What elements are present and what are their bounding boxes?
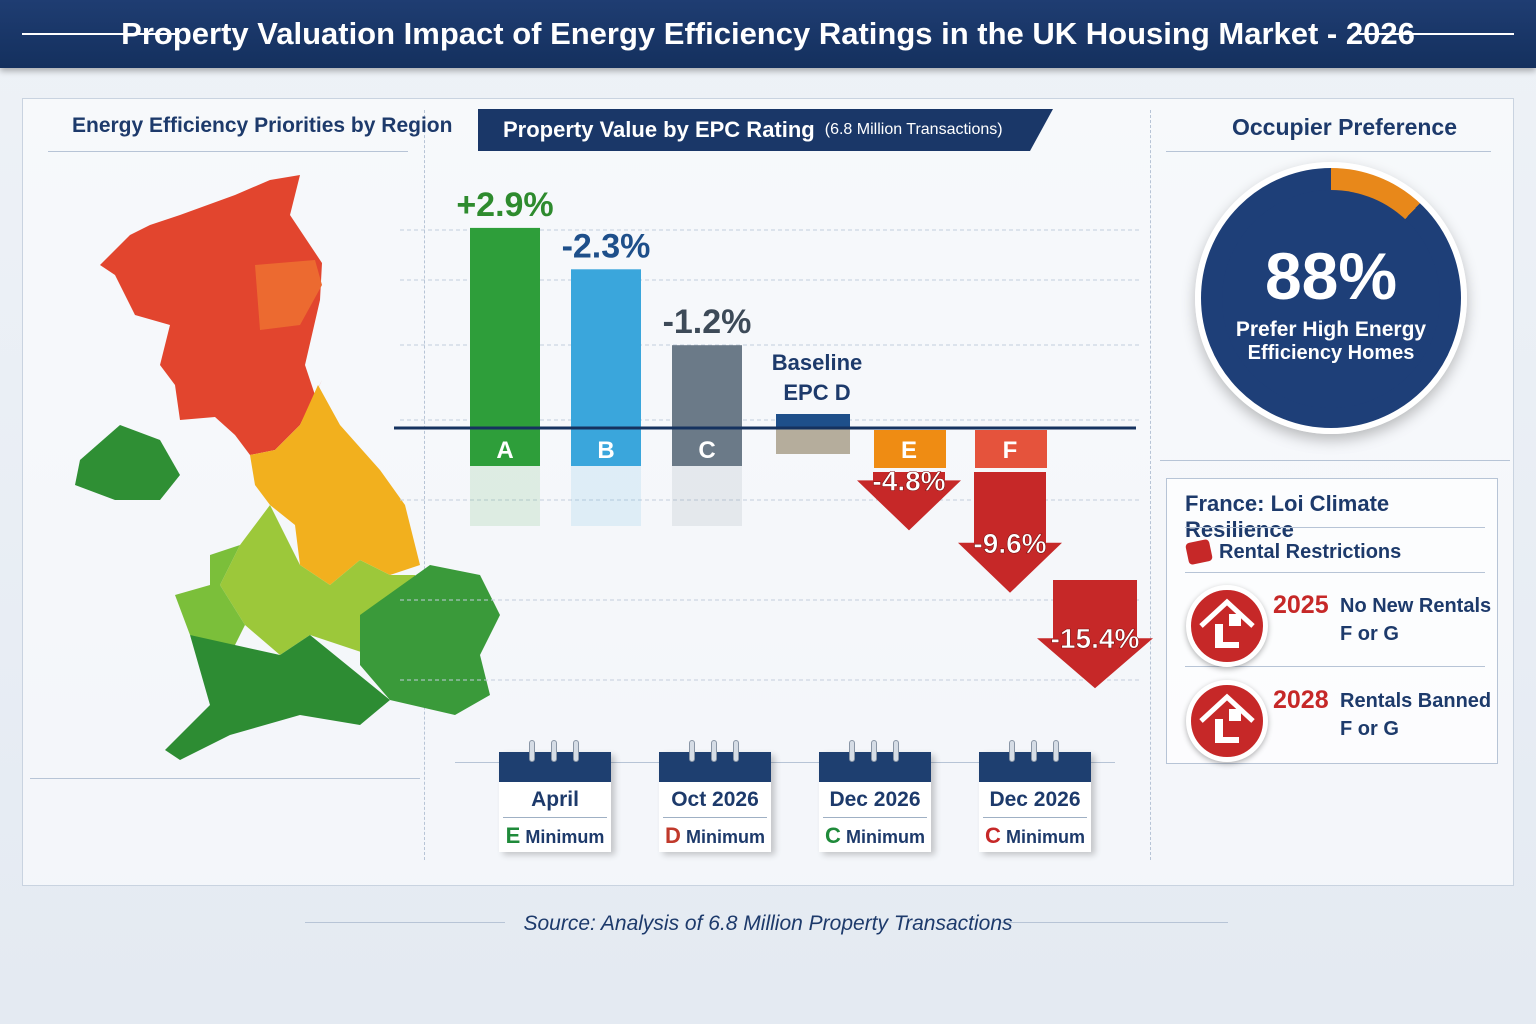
map-region-northern-ireland (75, 425, 180, 500)
calendar-rating: C (985, 823, 1001, 848)
house-icon (1186, 585, 1268, 667)
value-label: -4.8% (872, 465, 945, 496)
timeline-line (455, 762, 1115, 763)
timeline-calendar-2: Dec 2026 C Minimum (819, 740, 931, 852)
divider (1150, 110, 1151, 860)
donut-center: 88% Prefer High Energy Efficiency Homes (1222, 190, 1440, 408)
restriction-year: 2025 (1273, 591, 1329, 619)
bar-B (571, 269, 641, 466)
decline-arrow (958, 472, 1062, 593)
chart-title: Property Value by EPC Rating (6.8 Million… (478, 109, 1053, 151)
timeline-calendar-0: April E Minimum (499, 740, 611, 852)
restriction-text: Rentals Banned (1340, 690, 1492, 712)
title-banner: Property Valuation Impact of Energy Effi… (0, 0, 1536, 68)
france-subtitle: Rental Restrictions (1219, 541, 1402, 563)
calendar-date: Dec 2026 (989, 788, 1081, 811)
house-icon (1186, 680, 1268, 762)
divider (1160, 460, 1510, 461)
decline-arrow (857, 472, 961, 531)
calendar-date: April (531, 788, 579, 811)
bar-reflection (571, 466, 641, 526)
occupier-caption-2: Efficiency Homes (1247, 342, 1415, 364)
divider (1000, 922, 1228, 923)
occupier-caption-1: Prefer High Energy (1235, 318, 1427, 341)
occupier-title: Occupier Preference (1232, 114, 1458, 140)
bar-D-lower (776, 428, 850, 454)
decline-arrow (1037, 580, 1153, 689)
map-region-south-west (165, 635, 390, 760)
category-label: F (1003, 437, 1018, 464)
epc-bar-chart: +2.9% A -2.3% B -1.2% C Baseline EPC D -4.8%E -9.… (394, 186, 1153, 689)
map-region-scotland (100, 175, 322, 455)
calendar-label: Minimum (525, 827, 605, 847)
warning-cube-icon (1184, 538, 1214, 566)
occupier-value: 88% (1264, 239, 1398, 313)
value-label: -1.2% (663, 303, 752, 341)
divider (22, 33, 177, 35)
divider (1166, 151, 1491, 152)
calendar-rating: C (825, 823, 841, 848)
bar-D (776, 414, 850, 428)
france-title: France: Loi Climate Resilience (1185, 491, 1390, 542)
source-note: Source: Analysis of 6.8 Million Property… (523, 912, 1013, 935)
baseline-label: Baseline (772, 350, 863, 375)
bar-E (874, 430, 946, 468)
value-label: -15.4% (1051, 623, 1140, 654)
divider (48, 151, 408, 152)
divider (305, 922, 505, 923)
bar-reflection (470, 466, 540, 526)
map-region-wales (175, 545, 245, 655)
chart-subtitle: (6.8 Million Transactions) (824, 121, 1003, 138)
value-label: +2.9% (456, 186, 553, 224)
value-label: -2.3% (562, 227, 651, 265)
calendar-date: Dec 2026 (829, 788, 921, 811)
restriction-rating: F or G (1340, 623, 1399, 645)
restriction-year: 2028 (1273, 686, 1329, 714)
baseline-label: EPC D (783, 380, 850, 405)
calendar-date: Oct 2026 (671, 788, 759, 811)
bar-A (470, 227, 540, 466)
divider (30, 778, 420, 779)
timeline-calendar-3: Dec 2026 C Minimum (979, 740, 1091, 852)
divider (1185, 666, 1485, 667)
divider (1185, 572, 1485, 573)
map-title: Energy Efficiency Priorities by Region (72, 114, 453, 137)
divider (1185, 527, 1485, 528)
calendar-label: Minimum (1005, 827, 1085, 847)
calendar-label: Minimum (685, 827, 765, 847)
restriction-rating: F or G (1340, 718, 1399, 740)
category-label: A (496, 437, 513, 464)
bar-C (672, 345, 742, 466)
chart-title-text: Property Value by EPC Rating (503, 117, 815, 142)
divider (1359, 33, 1514, 35)
calendar-rating: E (505, 823, 521, 848)
category-label: B (597, 437, 614, 464)
restriction-text: No New Rentals (1340, 595, 1492, 617)
calendar-label: Minimum (845, 827, 925, 847)
value-label: -9.6% (973, 528, 1046, 559)
page-title: Property Valuation Impact of Energy Effi… (121, 16, 1415, 51)
bar-F (975, 430, 1047, 468)
category-label: E (901, 437, 917, 464)
map-region-south-east (360, 565, 500, 715)
map-region-north-east-scotland (255, 260, 322, 330)
calendar-rating: D (665, 823, 681, 848)
bar-reflection (672, 466, 742, 526)
category-label: C (698, 437, 715, 464)
timeline-calendar-1: Oct 2026 D Minimum (659, 740, 771, 852)
divider (424, 110, 425, 860)
map-region-northern-england (250, 385, 420, 585)
uk-region-map (75, 175, 500, 760)
